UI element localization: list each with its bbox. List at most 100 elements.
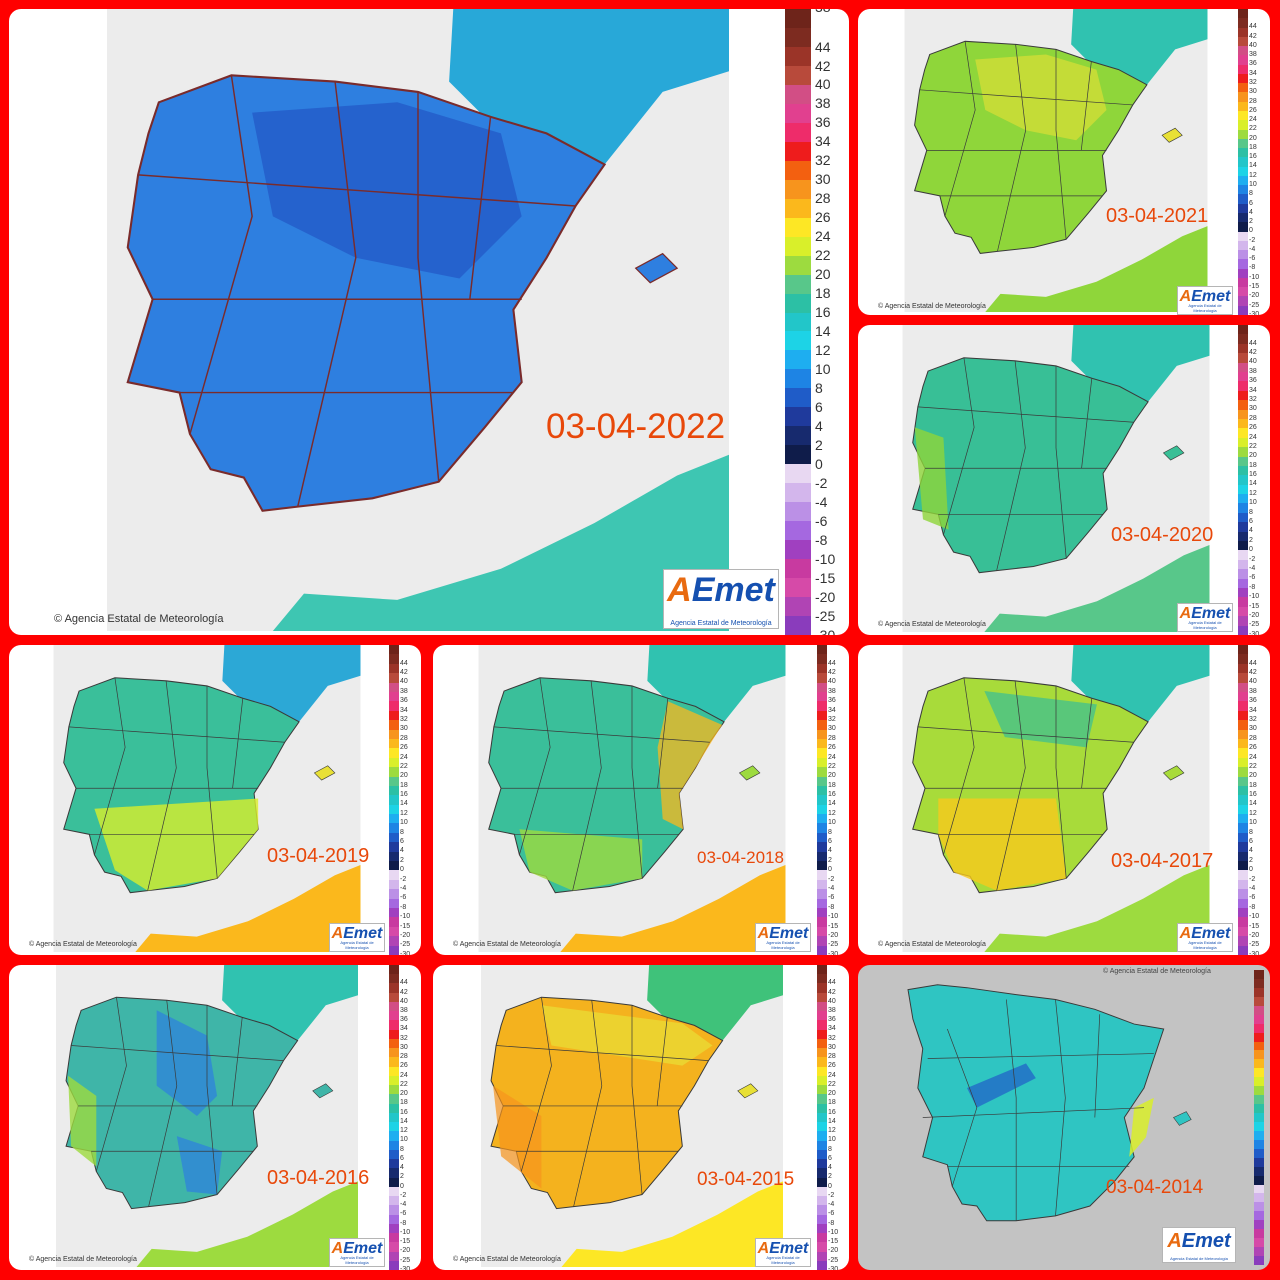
aemet-logo-2020: AEmet Agencia Estatal de Meteorología xyxy=(1177,603,1233,632)
legend-tick: -6 xyxy=(828,894,835,902)
legend-swatch xyxy=(389,879,399,890)
legend-tick: 4 xyxy=(1249,847,1253,855)
legend-tick: 24 xyxy=(1249,753,1257,761)
legend-swatch xyxy=(1254,1059,1264,1069)
legend-swatch xyxy=(1254,1166,1264,1177)
legend-swatch xyxy=(817,645,827,655)
legend-swatch xyxy=(785,312,811,332)
legend-tick: -10 xyxy=(400,913,411,921)
legend-swatch xyxy=(1238,945,1248,955)
legend-tick: -6 xyxy=(828,1210,835,1218)
legend-swatch xyxy=(389,1186,399,1197)
legend-swatch xyxy=(389,926,399,937)
legend-tick: 18 xyxy=(1249,143,1257,151)
legend-tick: 40 xyxy=(1249,358,1257,366)
legend-tick: -25 xyxy=(828,1256,839,1264)
legend-swatch xyxy=(817,785,827,796)
legend-swatch xyxy=(1238,710,1248,721)
legend-tick: 2 xyxy=(815,436,823,453)
legend-swatch xyxy=(1238,663,1248,674)
legend-swatch xyxy=(817,917,827,928)
legend-tick: 10 xyxy=(828,819,836,827)
legend-tick: 0 xyxy=(400,866,404,874)
legend-tick: 44 xyxy=(828,979,836,987)
temperature-map-2014 xyxy=(907,970,1203,1265)
legend-swatch xyxy=(389,738,399,749)
legend-tick: 44 xyxy=(1249,339,1257,347)
legend-swatch xyxy=(389,917,399,928)
legend-swatch xyxy=(817,870,827,881)
legend-tick: 2 xyxy=(828,856,832,864)
legend-tick: 38 xyxy=(828,687,836,695)
legend-tick: -15 xyxy=(400,1238,411,1246)
color-legend-2021: 3844424038363432302826242220181614121086… xyxy=(1238,9,1259,315)
credit-text-2022: © Agencia Estatal de Meteorología xyxy=(54,613,224,625)
legend-swatch xyxy=(785,483,811,503)
legend-swatch xyxy=(1238,484,1248,495)
legend-tick: 44 xyxy=(828,659,836,667)
legend-swatch xyxy=(817,965,827,975)
legend-tick: -4 xyxy=(1249,565,1256,573)
legend-tick: -8 xyxy=(1249,264,1256,272)
legend-tick: -20 xyxy=(828,932,839,939)
legend-swatch xyxy=(785,198,811,219)
legend-swatch xyxy=(817,1177,827,1188)
legend-swatch xyxy=(785,217,811,238)
legend-swatch xyxy=(1254,1041,1264,1051)
legend-tick: 32 xyxy=(400,1034,408,1042)
legend-swatch xyxy=(785,502,811,522)
legend-swatch xyxy=(1238,456,1248,467)
legend-swatch xyxy=(389,832,399,843)
legend-tick: 36 xyxy=(828,697,836,705)
legend-tick: -30 xyxy=(828,1265,839,1270)
map-panel-2019: 03-04-2019 © Agencia Estatal de Meteorol… xyxy=(9,645,421,955)
legend-swatch xyxy=(1254,1014,1264,1025)
legend-swatch xyxy=(1238,277,1248,288)
legend-swatch xyxy=(785,578,811,598)
legend-tick: 36 xyxy=(1249,60,1257,68)
legend-swatch xyxy=(1238,325,1248,335)
legend-tick: 44 xyxy=(815,38,831,55)
legend-swatch xyxy=(785,407,811,427)
temperature-map-2020 xyxy=(902,325,1210,632)
legend-swatch xyxy=(785,388,811,408)
legend-swatch xyxy=(1254,1050,1264,1060)
legend-tick: 2 xyxy=(1249,536,1253,544)
legend-swatch xyxy=(1238,738,1248,749)
legend-swatch xyxy=(817,1159,827,1169)
legend-swatch xyxy=(1254,1095,1264,1105)
legend-tick: -4 xyxy=(815,493,828,510)
legend-swatch xyxy=(785,293,811,313)
legend-swatch xyxy=(389,1159,399,1169)
legend-swatch xyxy=(1238,46,1248,56)
legend-swatch xyxy=(1254,1130,1264,1141)
legend-tick: 42 xyxy=(815,57,831,74)
legend-swatch xyxy=(1254,1211,1264,1221)
legend-tick: 44 xyxy=(1249,23,1257,31)
legend-swatch xyxy=(817,861,827,871)
legend-tick: 18 xyxy=(400,1099,408,1107)
map-date-2020: 03-04-2020 xyxy=(1111,524,1214,546)
legend-tick: 26 xyxy=(1249,106,1257,114)
legend-swatch xyxy=(389,851,399,862)
legend-tick: 28 xyxy=(400,734,408,742)
legend-tick: 6 xyxy=(1249,199,1253,207)
legend-tick: 40 xyxy=(828,678,836,686)
legend-swatch xyxy=(1238,334,1248,345)
legend-tick: 36 xyxy=(1249,697,1257,705)
legend-tick: -4 xyxy=(1249,885,1256,893)
legend-tick: -20 xyxy=(1249,292,1260,300)
legend-swatch xyxy=(1238,503,1248,514)
temperature-map-2015 xyxy=(481,965,783,1267)
legend-tick: 28 xyxy=(815,190,831,207)
legend-tick: 30 xyxy=(400,1043,408,1051)
legend-tick: 26 xyxy=(1249,424,1257,432)
legend-swatch xyxy=(1254,1247,1264,1257)
legend-swatch xyxy=(1238,785,1248,796)
legend-swatch xyxy=(1238,673,1248,684)
legend-swatch xyxy=(389,814,399,824)
legend-swatch xyxy=(1238,129,1248,140)
legend-swatch xyxy=(817,1085,827,1095)
legend-swatch xyxy=(389,898,399,909)
legend-tick: -30 xyxy=(1249,310,1260,315)
